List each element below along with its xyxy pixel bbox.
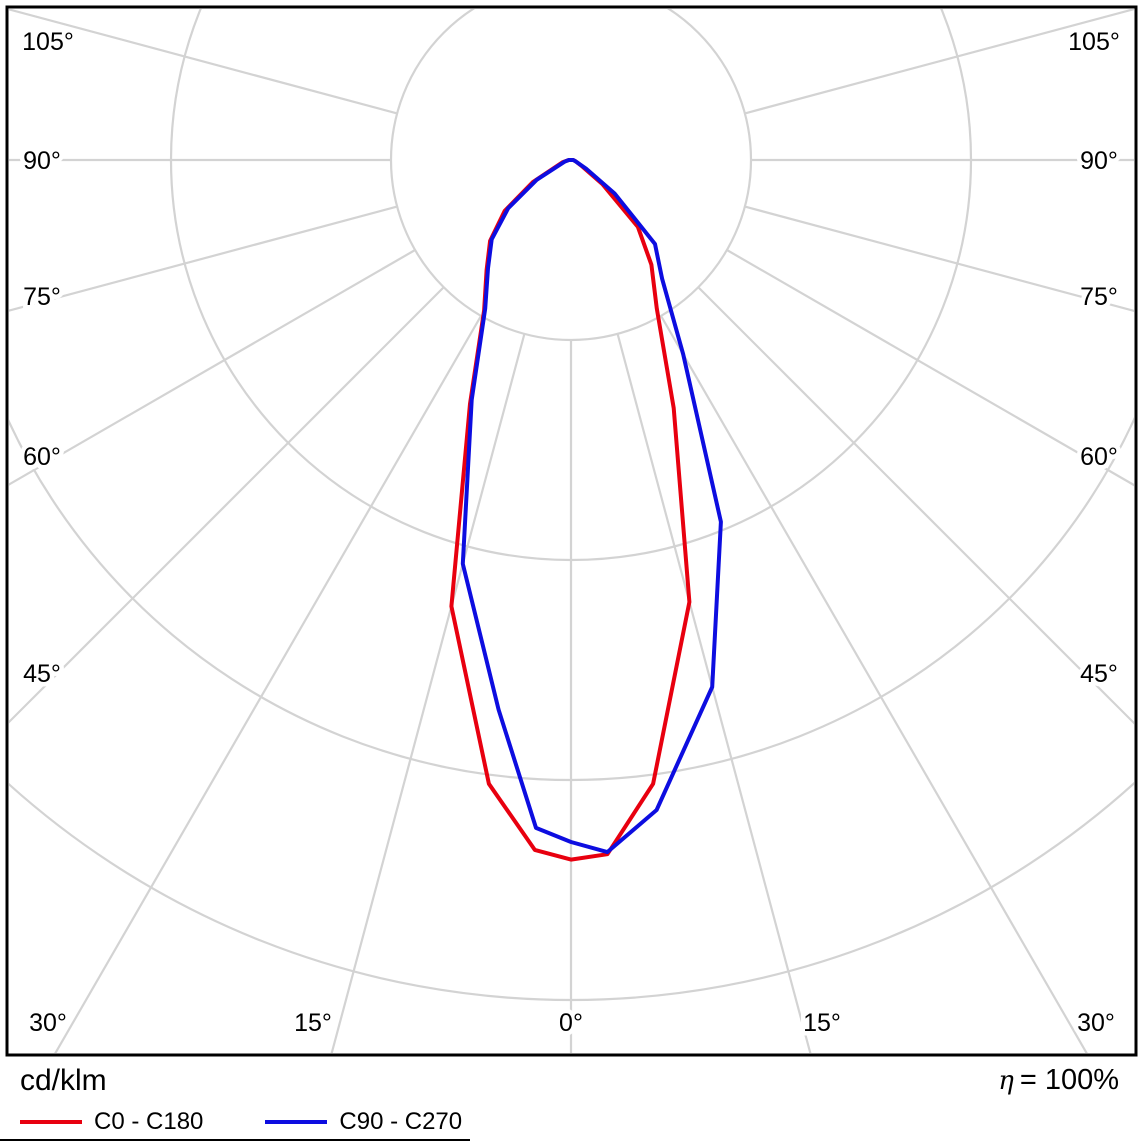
- footer-rule: [0, 1139, 470, 1141]
- legend-line-c0-c180: [20, 1120, 82, 1124]
- curve-c90-c270: [460, 158, 723, 855]
- polar-spoke: [726, 249, 1134, 487]
- gamma-axis-label: 15°: [294, 1009, 332, 1037]
- gamma-axis-label: 30°: [1077, 1009, 1115, 1037]
- efficiency-label: η = 100%: [998, 1064, 1119, 1097]
- legend-line-c90-c270: [265, 1120, 328, 1124]
- eta-symbol: η: [998, 1066, 1014, 1096]
- gamma-axis-label: 60°: [1080, 443, 1118, 471]
- polar-spoke: [697, 286, 1134, 725]
- polar-spoke: [660, 315, 1088, 1053]
- polar-spoke: [9, 205, 398, 312]
- gamma-axis-label: 105°: [1068, 28, 1120, 56]
- gamma-axis-label: 0°: [559, 1009, 583, 1037]
- polar-spoke: [616, 333, 812, 1053]
- legend: C0 - C180 C90 - C270: [20, 1108, 462, 1136]
- gamma-axis-label: 15°: [803, 1009, 841, 1037]
- photometric-polar-chart: 105° 90° 75° 60° 45° 30° 15° 0° 15° 30° 45° 60° 75° 9…: [5, 5, 1138, 1057]
- gamma-axis-label: 60°: [23, 443, 61, 471]
- units-label: cd/klm: [20, 1064, 107, 1097]
- gamma-axis-label: 105°: [22, 28, 74, 56]
- gamma-axis-label: 90°: [1080, 147, 1118, 175]
- polar-spoke: [54, 315, 482, 1053]
- gamma-axis-label: 75°: [1080, 283, 1118, 311]
- polar-spoke: [9, 249, 416, 486]
- polar-spoke: [744, 9, 1134, 115]
- polar-spoke: [9, 9, 398, 115]
- legend-label-c0-c180: C0 - C180: [94, 1108, 204, 1135]
- polar-spoke: [744, 205, 1134, 312]
- gamma-axis-label: 90°: [23, 147, 61, 175]
- polar-spoke: [9, 286, 445, 724]
- gamma-axis-label: 45°: [23, 660, 61, 688]
- efficiency-value: = 100%: [1019, 1064, 1119, 1096]
- gamma-axis-label: 30°: [29, 1009, 67, 1037]
- legend-label-c90-c270: C90 - C270: [339, 1108, 463, 1135]
- polar-spoke: [330, 333, 526, 1053]
- gamma-axis-label: 75°: [23, 283, 61, 311]
- gamma-axis-label: 45°: [1080, 660, 1118, 688]
